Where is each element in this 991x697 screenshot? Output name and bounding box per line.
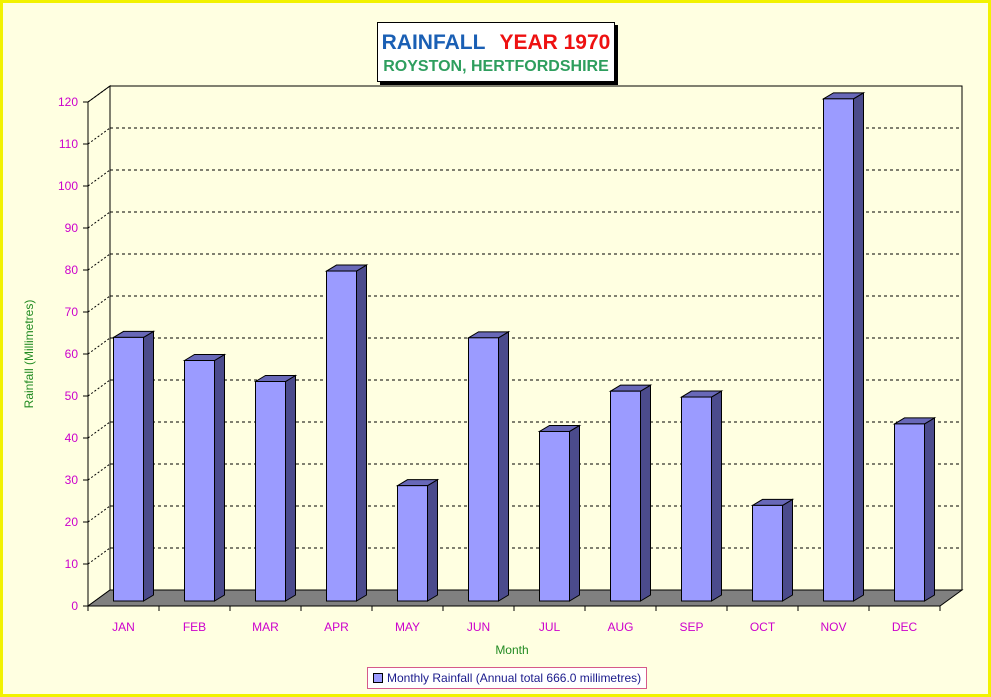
x-tick-label: DEC: [892, 620, 918, 634]
gridline-side: [87, 295, 111, 313]
chart-title-box: RAINFALL YEAR 1970 ROYSTON, HERTFORDSHIRE: [377, 22, 615, 82]
bar-aug: [610, 390, 641, 602]
y-axis-label: Rainfall (Millimetres): [22, 300, 36, 409]
bar-side: [853, 91, 864, 602]
gridlines: [87, 85, 962, 565]
x-tick-label: APR: [324, 620, 349, 634]
bar-dec: [894, 423, 925, 602]
x-tick-label: AUG: [607, 620, 633, 634]
gridline-side: [87, 379, 111, 397]
gridline-side: [87, 127, 111, 145]
gridline-side: [87, 547, 111, 565]
bar-side: [569, 424, 580, 602]
bar-sep: [681, 396, 712, 602]
bar-side: [711, 390, 722, 602]
axis-labels: 0 10 20 30 40 50 60 70 80 90 100 110 120 JAN FEB MAR APR…: [22, 95, 917, 657]
chart-subtitle: ROYSTON, HERTFORDSHIRE: [383, 58, 609, 75]
x-tick-label: OCT: [750, 620, 776, 634]
x-tick-label: MAY: [395, 620, 420, 634]
legend-label: Monthly Rainfall (Annual total 666.0 mil…: [387, 671, 642, 685]
bar-side: [640, 384, 651, 602]
x-tick-label: JAN: [112, 620, 135, 634]
y-tick-label: 40: [65, 431, 79, 445]
bar-jul: [539, 430, 570, 602]
gridline-side: [87, 421, 111, 439]
bar-mar: [255, 381, 286, 602]
x-tick-label: FEB: [183, 620, 206, 634]
y-tick-label: 110: [59, 137, 78, 151]
bar-apr: [326, 270, 357, 602]
y-tick-label: 120: [58, 95, 78, 109]
bar-side: [782, 498, 793, 602]
bar-side: [924, 417, 935, 602]
title-rainfall: RAINFALL: [381, 31, 486, 54]
x-tick-label: SEP: [679, 620, 703, 634]
y-tick-label: 0: [71, 599, 78, 613]
bar-nov: [823, 98, 854, 602]
gridline-side: [87, 337, 111, 355]
x-axis-label: Month: [495, 643, 528, 657]
gridline-side: [87, 211, 111, 229]
bar-side: [356, 264, 367, 602]
gridline-side: [87, 169, 111, 187]
bar-jan: [113, 336, 144, 602]
x-tick-label: JUN: [467, 620, 490, 634]
y-tick-label: 60: [65, 347, 79, 361]
y-tick-label: 70: [65, 305, 79, 319]
legend: Monthly Rainfall (Annual total 666.0 mil…: [367, 667, 648, 689]
y-tick-label: 30: [65, 473, 79, 487]
bar-side: [285, 374, 296, 602]
bar-may: [397, 485, 428, 602]
gridline-side: [87, 253, 111, 271]
y-tick-label: 10: [65, 557, 79, 571]
y-tick-label: 90: [65, 221, 79, 235]
y-tick-label: 100: [58, 179, 78, 193]
y-tick-label: 50: [65, 389, 79, 403]
y-tick-label: 80: [65, 263, 79, 277]
y-tick-label: 20: [65, 515, 79, 529]
x-tick-label: NOV: [820, 620, 846, 634]
chart-title: RAINFALL YEAR 1970: [378, 31, 614, 55]
gridline-side: [87, 505, 111, 523]
bar-side: [498, 330, 509, 602]
gridline-side: [87, 85, 111, 103]
gridline-side: [87, 463, 111, 481]
bar-oct: [752, 504, 783, 602]
title-year: YEAR 1970: [499, 31, 611, 54]
axes: [83, 101, 941, 611]
x-tick-label: MAR: [252, 620, 279, 634]
bar-side: [143, 330, 154, 602]
legend-swatch: [373, 673, 383, 683]
bars: [111, 91, 937, 602]
bar-side: [427, 478, 438, 602]
bar-feb: [184, 360, 215, 602]
bar-side: [214, 353, 225, 602]
bar-jun: [468, 337, 499, 602]
x-tick-label: JUL: [539, 620, 561, 634]
